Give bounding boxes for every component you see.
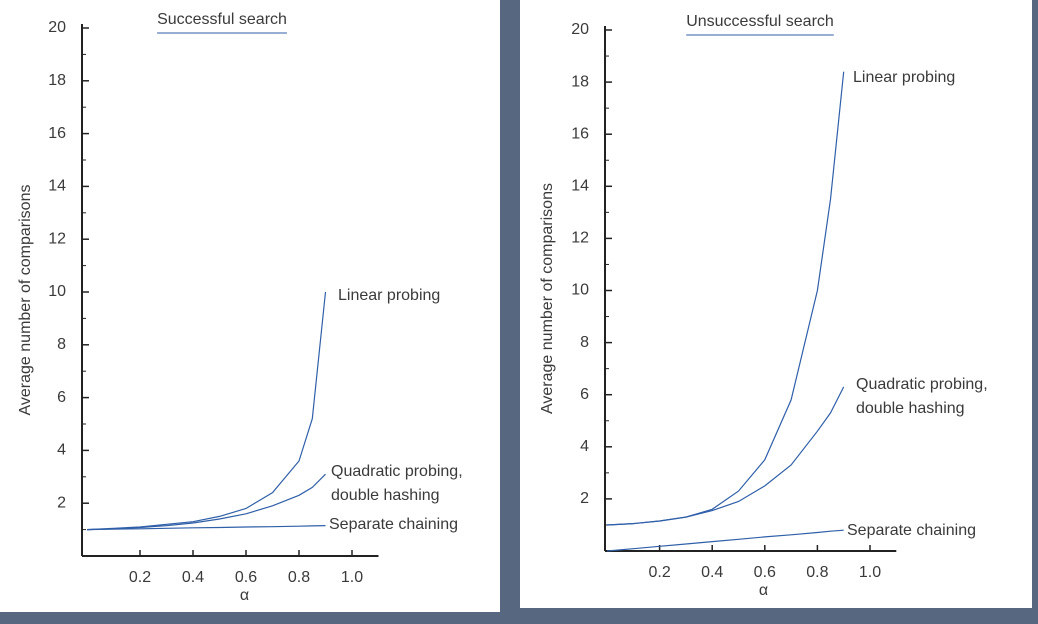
series-line [606,386,845,526]
series-line [86,473,326,531]
y-tick-label: 10 [48,283,66,300]
y-tick-label: 8 [580,334,589,351]
x-tick-label: 1.0 [341,569,363,586]
x-tick-label: 0.2 [648,564,670,581]
series-line [86,525,326,531]
y-tick-label: 18 [571,73,589,90]
x-tick-label: 0.2 [129,569,151,586]
series-label: Quadratic probing, double hashing [331,463,463,504]
x-tick-label: 0.4 [701,564,723,581]
y-tick-label: 14 [571,178,589,195]
y-tick-label: 18 [48,72,66,89]
y-tick-label: 8 [57,336,66,353]
y-tick-label: 12 [571,230,589,247]
y-tick-label: 16 [48,125,66,142]
y-tick-label: 2 [580,490,589,507]
series-label: Linear probing [338,287,441,304]
chart-title: Unsuccessful search [686,13,834,30]
chart-title: Successful search [157,11,287,28]
series-label: Separate chaining [329,516,458,533]
y-tick-label: 4 [580,438,589,455]
y-tick-label: 20 [48,19,66,36]
series-label: Quadratic probing, double hashing [856,376,988,417]
y-tick-label: 14 [48,178,66,195]
x-tick-label: 1.0 [859,564,881,581]
y-tick-label: 16 [571,125,589,142]
series-line [86,291,327,531]
x-axis-label: α [240,587,249,604]
x-tick-label: 0.8 [806,564,828,581]
series-line [606,529,844,552]
x-tick-label: 0.4 [182,569,204,586]
y-tick-label: 20 [571,21,589,38]
series-label: Linear probing [853,69,956,86]
series-line [606,71,845,526]
y-axis-label: Average number of comparisons [539,183,556,414]
y-tick-label: 10 [571,282,589,299]
x-axis-label: α [759,582,768,599]
left-panel [0,0,500,612]
x-tick-label: 0.8 [288,569,310,586]
y-tick-label: 2 [57,494,66,511]
series-label: Separate chaining [847,522,976,539]
y-tick-label: 12 [48,230,66,247]
x-tick-label: 0.6 [754,564,776,581]
y-tick-label: 6 [580,386,589,403]
y-tick-label: 4 [57,442,66,459]
x-tick-label: 0.6 [235,569,257,586]
y-tick-label: 6 [57,389,66,406]
y-axis-label: Average number of comparisons [17,185,34,416]
